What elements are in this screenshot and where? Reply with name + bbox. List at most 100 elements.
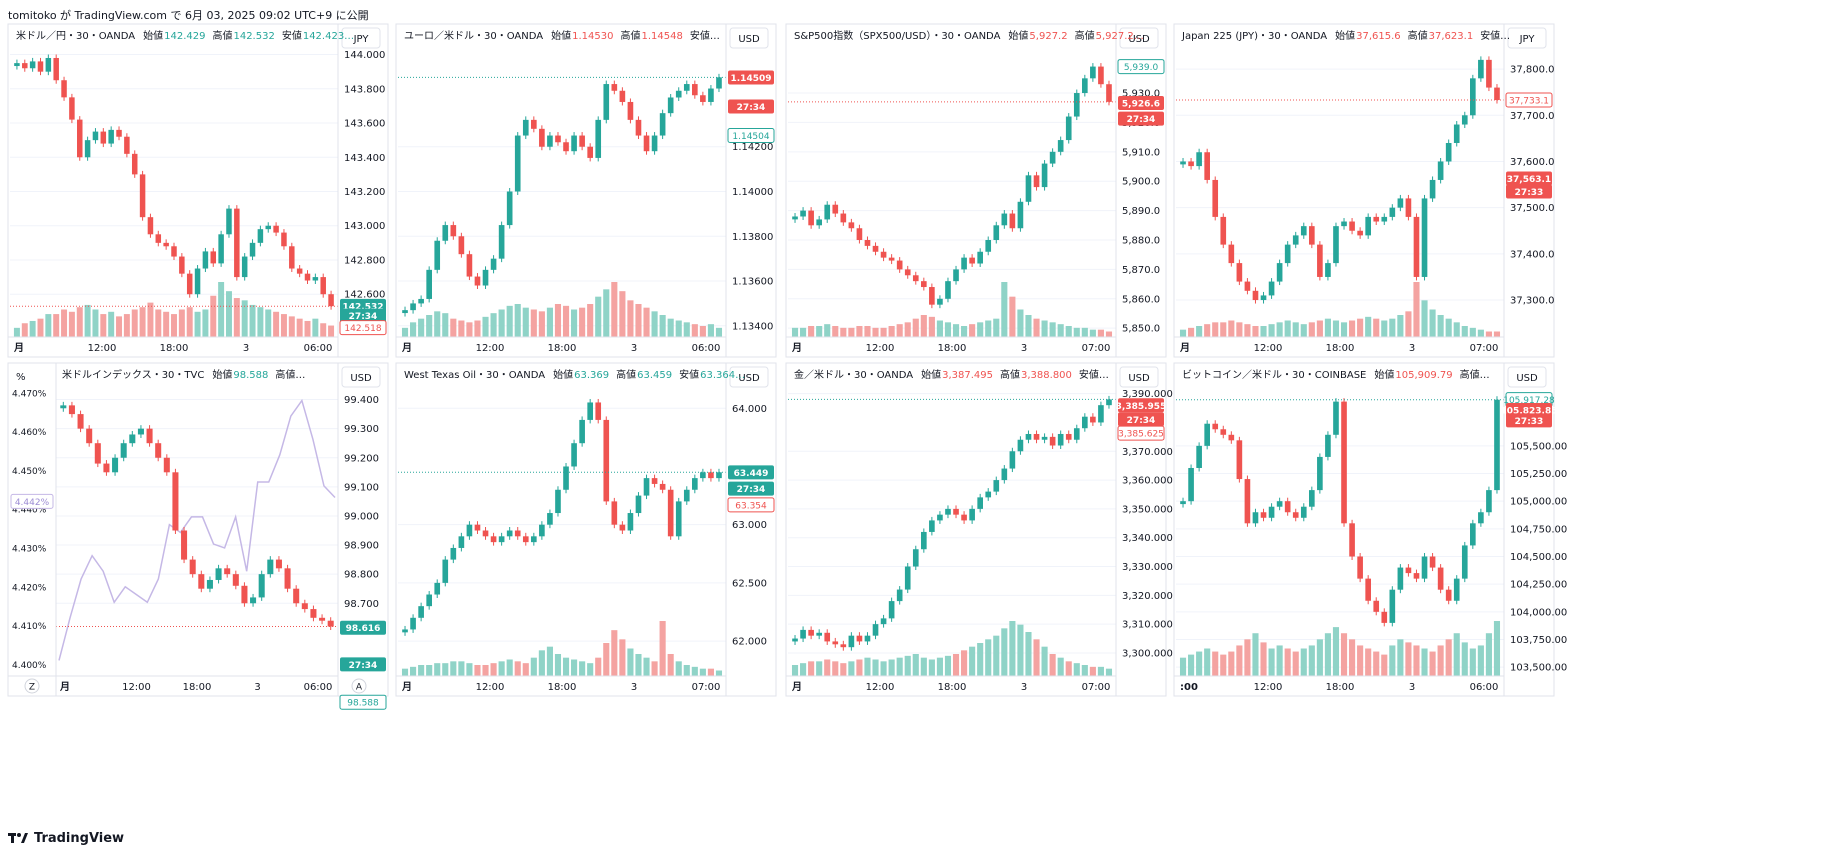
candle-body bbox=[547, 513, 553, 525]
candle-body bbox=[1180, 161, 1186, 165]
volume-bar bbox=[1413, 282, 1420, 337]
price-axis-label: 143.400 bbox=[344, 153, 385, 164]
candle-body bbox=[450, 547, 457, 560]
price-axis-label: 143.000 bbox=[344, 221, 385, 232]
volume-bar bbox=[1469, 648, 1476, 676]
candle-body bbox=[1413, 573, 1420, 579]
volume-bar bbox=[1316, 320, 1323, 337]
volume-bar bbox=[1332, 627, 1340, 676]
candle-body bbox=[675, 501, 682, 537]
volume-bar bbox=[1033, 318, 1040, 337]
price-tag: 37,733.1 bbox=[1509, 96, 1549, 106]
brand-footer[interactable]: TradingView bbox=[8, 829, 124, 847]
price-axis-label: 105,500.00 bbox=[1510, 441, 1567, 452]
time-axis-label: 18:00 bbox=[183, 682, 212, 693]
volume-bar bbox=[864, 326, 871, 337]
price-axis-label: 1.13400 bbox=[732, 321, 773, 332]
chart-panel[interactable]: USD 99.400 99.300 99.200 99.100 99.000 98.900 9… bbox=[7, 362, 389, 710]
price-axis-label: 143.800 bbox=[344, 84, 385, 95]
candle-body bbox=[1333, 226, 1339, 264]
candle-body bbox=[1220, 429, 1227, 435]
time-axis-label: 12:00 bbox=[866, 343, 895, 354]
candle-body bbox=[1317, 456, 1323, 491]
z-button[interactable] bbox=[24, 678, 40, 694]
ohlc-value: 1.14548 bbox=[641, 31, 682, 42]
chart-panel[interactable]: USD 64.000 63.000 62.500 62.000 63.449 27:34 63… bbox=[395, 362, 777, 697]
chart-panel[interactable]: USD 1.14200 1.14000 1.13800 1.13600 1.13400 1.… bbox=[395, 23, 777, 358]
candle-body bbox=[643, 135, 650, 152]
chart-panel[interactable]: JPY 144.000 143.800 143.600 143.400 143.200 14… bbox=[7, 23, 389, 358]
candle-body bbox=[506, 191, 513, 226]
chart-panel[interactable]: USD5,930.05,920.05,910.05,900.05,890.05,… bbox=[785, 23, 1167, 358]
price-axis-label: 62.500 bbox=[732, 578, 767, 589]
candle-body bbox=[1292, 512, 1299, 518]
left-axis-label: 4.470% bbox=[12, 389, 47, 399]
candle-body bbox=[1276, 263, 1283, 282]
candle-body bbox=[985, 240, 992, 252]
currency-button[interactable] bbox=[729, 366, 769, 388]
currency-button[interactable] bbox=[1507, 366, 1547, 388]
price-tag-box bbox=[1118, 398, 1164, 413]
candle-body bbox=[284, 568, 291, 589]
volume-bar bbox=[1349, 639, 1356, 676]
candle-body bbox=[218, 234, 224, 264]
candle-body bbox=[651, 135, 658, 152]
volume-bar bbox=[659, 621, 666, 676]
volume-bar bbox=[912, 654, 919, 676]
candle-body bbox=[1300, 226, 1307, 236]
candle-body bbox=[1009, 213, 1016, 229]
volume-bar bbox=[1284, 320, 1291, 337]
currency-button[interactable] bbox=[729, 27, 769, 49]
volume-bar bbox=[68, 311, 75, 337]
price-axis-label: 104,500.00 bbox=[1510, 552, 1567, 563]
candle-body bbox=[226, 208, 232, 235]
price-tag: 27:34 bbox=[737, 485, 766, 495]
volume-bar bbox=[699, 326, 706, 337]
candle-body bbox=[258, 574, 265, 598]
volume-bar bbox=[1188, 654, 1195, 676]
currency-button[interactable] bbox=[1119, 366, 1159, 388]
candle-body bbox=[442, 225, 449, 241]
volume-bar bbox=[635, 654, 642, 676]
volume-bar bbox=[675, 661, 682, 676]
panel-frame bbox=[1173, 362, 1555, 697]
candle-body bbox=[603, 419, 610, 502]
price-tag: 142.518 bbox=[344, 324, 381, 334]
volume-bar bbox=[498, 661, 505, 676]
volume-bar bbox=[715, 670, 723, 676]
volume-bar bbox=[76, 307, 83, 337]
chart-panel[interactable]: USD 105,500.00 105,250.00 105,000.00 104,750… bbox=[1173, 362, 1567, 697]
volume-bar bbox=[1001, 628, 1008, 676]
time-axis-label: 12:00 bbox=[476, 682, 505, 693]
volume-bar bbox=[1493, 331, 1501, 337]
currency-button[interactable] bbox=[341, 27, 381, 49]
volume-bar bbox=[571, 309, 578, 337]
price-axis-label: 37,300.0 bbox=[1510, 296, 1555, 307]
left-axis-label: 4.440% bbox=[12, 506, 47, 516]
price-axis-label: 5,880.0 bbox=[1122, 236, 1160, 247]
time-axis-label: 18:00 bbox=[548, 682, 577, 693]
volume-bar bbox=[1493, 621, 1501, 676]
candle-body bbox=[1349, 221, 1355, 231]
currency-button[interactable] bbox=[1507, 27, 1547, 49]
volume-bar bbox=[1437, 315, 1444, 337]
volume-bar bbox=[538, 650, 545, 676]
candle-body bbox=[1341, 221, 1347, 227]
volume-bar bbox=[816, 661, 823, 676]
currency-button[interactable] bbox=[341, 366, 381, 388]
volume-bar bbox=[538, 311, 545, 337]
volume-bar bbox=[1300, 324, 1307, 337]
a-button[interactable] bbox=[351, 678, 367, 694]
candle-body bbox=[69, 97, 75, 120]
chart-panel[interactable]: USD 3,390.000 3,370.000 3,360.000 3,350.000 3… bbox=[785, 362, 1173, 697]
volume-bar bbox=[1244, 324, 1251, 337]
volume-bar bbox=[1276, 322, 1283, 337]
candle-body bbox=[555, 135, 561, 143]
chart-panel[interactable]: JPY 37,800.0 37,700.0 37,600.0 37,500.0 37,40… bbox=[1173, 23, 1555, 358]
candle-body bbox=[1252, 512, 1259, 524]
candle-body bbox=[1090, 66, 1096, 79]
candle-body bbox=[683, 489, 690, 502]
volume-bar bbox=[241, 300, 248, 337]
currency-button[interactable] bbox=[1119, 27, 1159, 49]
candle-body bbox=[848, 222, 855, 229]
